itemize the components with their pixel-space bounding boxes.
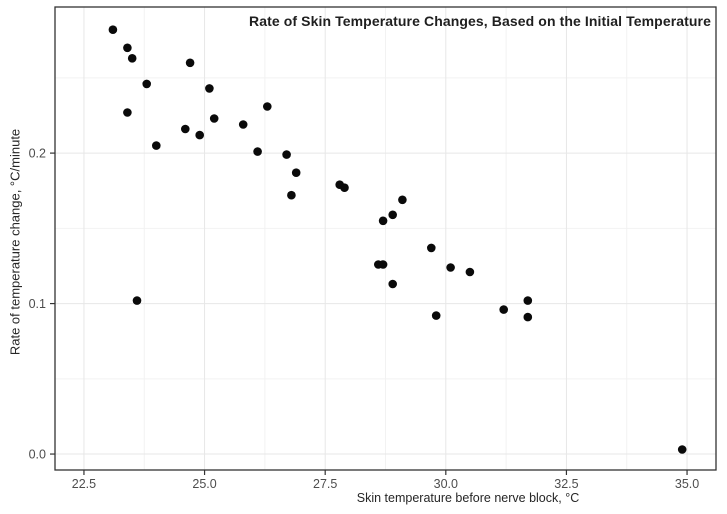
y-axis-label: Rate of temperature change, °C/minute	[7, 128, 23, 356]
data-point	[142, 79, 151, 89]
x-tick-label: 25.0	[192, 477, 216, 491]
data-point	[677, 445, 687, 454]
data-point	[523, 296, 533, 305]
x-tick-label: 30.0	[434, 477, 458, 491]
data-point	[388, 210, 398, 220]
chart-title: Rate of Skin Temperature Changes, Based …	[249, 13, 711, 29]
data-point	[523, 312, 533, 322]
data-point	[263, 102, 272, 111]
data-point	[185, 58, 195, 68]
data-point	[378, 260, 388, 269]
data-point	[132, 296, 142, 305]
y-tick-label: 0.1	[29, 297, 46, 311]
data-point	[291, 168, 301, 177]
data-point	[123, 108, 132, 117]
x-tick-label: 35.0	[675, 477, 699, 491]
data-point	[205, 84, 214, 93]
data-point	[181, 124, 190, 134]
data-point	[465, 267, 475, 277]
data-point	[378, 216, 388, 226]
data-point	[427, 243, 436, 253]
data-point	[195, 130, 204, 140]
data-point	[340, 183, 349, 192]
data-point	[123, 43, 132, 53]
data-point	[287, 190, 296, 200]
data-point	[388, 279, 398, 289]
x-tick-label: 27.5	[313, 477, 337, 491]
data-point	[446, 263, 455, 272]
y-tick-label: 0.2	[29, 147, 46, 161]
x-tick-label: 22.5	[72, 477, 96, 491]
y-tick-label: 0.0	[29, 448, 46, 462]
data-point	[108, 25, 118, 34]
data-point	[209, 114, 219, 123]
data-point	[253, 147, 262, 156]
panel-border	[54, 6, 717, 471]
data-point	[127, 54, 137, 63]
data-point	[152, 141, 161, 150]
x-tick-label: 32.5	[554, 477, 578, 491]
data-point	[431, 311, 441, 320]
data-point	[282, 150, 291, 159]
x-axis-label: Skin temperature before nerve block, °C	[356, 491, 580, 505]
data-point	[499, 305, 509, 314]
data-point	[238, 120, 248, 129]
data-point	[398, 195, 407, 205]
